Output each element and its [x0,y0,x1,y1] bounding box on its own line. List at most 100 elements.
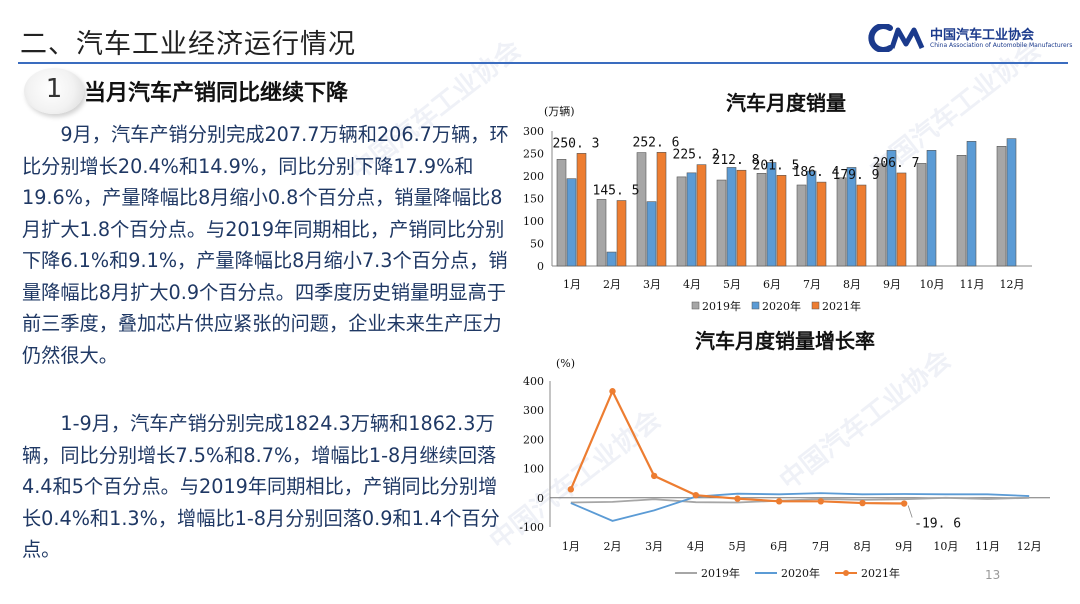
legend-label: 2020年 [781,566,820,580]
bar-data-label: 179. 9 [833,168,880,183]
x-tick-label: 6月 [770,540,788,553]
chart-title: 汽车月度销量 [726,91,846,115]
bar-2019年 [836,177,847,267]
y-tick-label: 100 [523,463,544,476]
y-tick-label: 300 [523,404,544,417]
bar-2020年 [726,167,737,267]
bar-data-label: 186. 4 [793,165,840,180]
bar-2020年 [686,172,697,267]
data-point [650,472,658,480]
bar-2019年 [916,163,927,267]
legend-marker [843,570,849,576]
bar-2020年 [966,141,977,267]
x-tick-label: 8月 [843,278,861,291]
y-tick-label: 400 [523,375,544,388]
x-tick-label: 3月 [643,278,661,291]
chart-title: 汽车月度销量增长率 [695,329,875,353]
x-tick-label: 5月 [723,278,741,291]
data-point [609,388,616,395]
x-tick-label: 11月 [960,278,985,291]
paragraph-ytd: 1-9月，汽车产销分别完成1824.3万辆和1862.3万辆，同比分别增长7.5… [22,412,500,561]
series-line-2020年 [570,492,1030,522]
legend-label: 2019年 [701,566,740,580]
data-point [817,498,825,505]
x-tick-label: 7月 [803,278,821,291]
data-point [900,500,908,507]
monthly-sales-bar-chart: 汽车月度销量 (万辆) 0 50 100 150 200 250 300 250. 3 145… [523,91,1032,313]
data-point [859,499,866,507]
x-tick-label: 8月 [854,540,872,553]
x-tick-label: 2月 [603,278,621,291]
series-line-2019年 [570,496,1030,504]
x-tick-label: 10月 [920,278,945,291]
x-tick-label: 4月 [683,278,701,291]
bar-2019年 [636,152,647,267]
y-tick-label: 0 [537,260,544,273]
x-tick-label: 1月 [563,278,581,291]
y-tick-label: 100 [523,215,544,228]
legend-label: 2020年 [762,299,801,313]
y-tick-label: 150 [523,193,544,206]
page-number: 13 [985,568,1001,582]
bar-2021年 [656,152,667,267]
x-tick-label: 6月 [763,278,781,291]
bar-2021年 [776,175,787,267]
page-title: 二、汽车工业经济运行情况 [20,29,356,60]
bar-data-label: 225. 2 [673,148,720,163]
bar-data-label: 201. 5 [753,158,800,173]
bar-2019年 [556,159,567,267]
legend-label: 2021年 [822,299,861,313]
y-tick-label: 200 [523,433,544,446]
caam-logo: 中国汽车工业协会 China Association of Automobile… [868,22,1072,54]
legend-swatch [691,301,700,310]
bar-data-label: 212. 8 [713,153,760,168]
bar-2021年 [616,200,627,267]
data-point [692,491,700,499]
bar-2020年 [846,167,857,267]
logo-english-name: China Association of Automobile Manufact… [930,42,1073,49]
bar-2019年 [876,163,887,267]
legend-label: 2021年 [861,566,900,580]
y-unit-label: (%) [556,357,575,370]
bar-2021年 [896,172,907,267]
slide-header: 二、汽车工业经济运行情况 中国汽车工业协会 China Association … [0,0,1080,80]
bar-2019年 [596,199,607,267]
bar-2020年 [806,170,817,267]
bar-2021年 [816,181,827,267]
bar-2019年 [796,184,807,267]
bar-2020年 [926,150,937,267]
bar-data-label: 206. 7 [873,156,920,171]
section-number-badge: 1 [24,68,84,114]
bar-2020年 [566,178,577,267]
x-tick-label: 4月 [687,540,705,553]
data-point [567,486,575,493]
y-tick-label: 50 [530,238,544,251]
y-tick-label: 0 [537,492,544,505]
bar-data-label: 252. 6 [633,135,680,150]
x-tick-label: 2月 [604,540,622,553]
bar-2019年 [716,179,727,267]
bar-data-label: 145. 5 [593,184,640,199]
bar-2019年 [996,145,1007,267]
x-tick-label: 1月 [562,540,580,553]
bar-2021年 [576,153,587,267]
x-tick-label: 11月 [975,540,1000,553]
section-number: 1 [45,74,63,104]
x-tick-label: 7月 [812,540,830,553]
paragraph-monthly: 9月，汽车产销分别完成207.7万辆和206.7万辆，环比分别增长20.4%和1… [22,123,509,367]
legend-swatch [751,301,760,310]
bar-2020年 [1006,138,1017,267]
bar-2021年 [856,184,867,267]
bar-2020年 [766,162,777,267]
annotation-label: -19. 6 [914,517,961,532]
y-tick-label: 200 [523,170,544,183]
section-title: 当月汽车产销同比继续下降 [84,81,349,106]
bar-2021年 [696,164,707,267]
bar-2019年 [676,176,687,267]
x-tick-label: 9月 [883,278,901,291]
x-tick-label: 3月 [645,540,663,553]
y-tick-label: -100 [519,521,544,534]
legend-label: 2019年 [702,299,741,313]
data-point [734,495,741,502]
title-divider [18,62,1068,64]
